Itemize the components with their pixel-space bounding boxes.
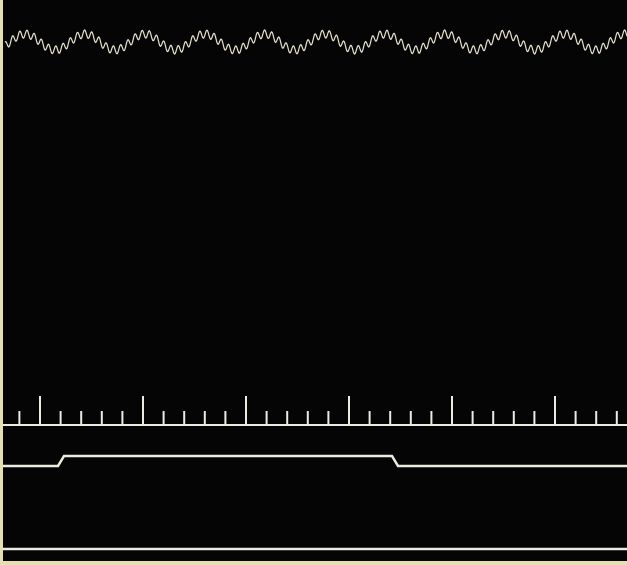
time-marks — [18, 396, 618, 425]
wave-trace — [4, 29, 627, 55]
signal-step-trace — [3, 454, 627, 468]
trace-background — [3, 0, 627, 561]
